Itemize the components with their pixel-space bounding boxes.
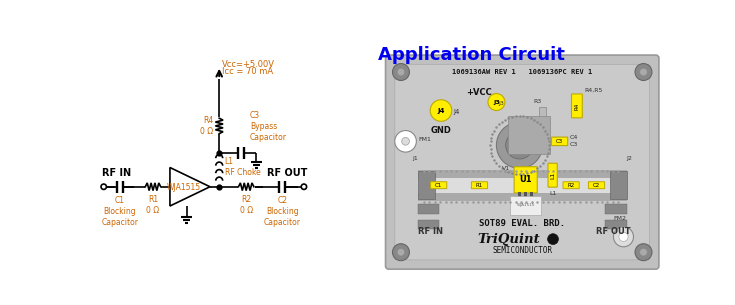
Text: C3: C3	[556, 139, 563, 144]
FancyBboxPatch shape	[395, 64, 650, 260]
Bar	[418, 170, 626, 201]
Bar	[518, 192, 521, 198]
Text: Application Circuit: Application Circuit	[378, 46, 564, 64]
Text: FM1: FM1	[419, 137, 431, 142]
Text: R2: R2	[567, 183, 575, 188]
Text: R4
0 Ω: R4 0 Ω	[200, 116, 213, 136]
Text: R2
0 Ω: R2 0 Ω	[240, 195, 253, 215]
Circle shape	[397, 68, 405, 76]
Text: WJA1515: WJA1515	[517, 203, 535, 207]
Text: J2: J2	[626, 156, 632, 161]
Text: J4: J4	[437, 108, 445, 113]
Text: L1: L1	[549, 191, 556, 196]
Text: C1
Blocking
Capacitor: C1 Blocking Capacitor	[101, 196, 138, 227]
FancyBboxPatch shape	[589, 182, 605, 189]
Bar	[609, 171, 626, 199]
Circle shape	[635, 63, 652, 81]
Circle shape	[397, 248, 405, 256]
Bar	[418, 220, 440, 229]
Bar	[510, 196, 541, 215]
FancyBboxPatch shape	[548, 163, 557, 187]
Text: J3: J3	[493, 99, 500, 105]
Text: J4: J4	[453, 109, 459, 115]
FancyBboxPatch shape	[551, 137, 567, 145]
Circle shape	[639, 68, 648, 76]
FancyBboxPatch shape	[563, 182, 579, 189]
Text: C1: C1	[435, 183, 442, 188]
Circle shape	[619, 232, 628, 242]
Circle shape	[430, 100, 452, 121]
Text: R4: R4	[575, 103, 580, 110]
Circle shape	[635, 244, 652, 261]
Text: J1: J1	[412, 156, 418, 161]
Bar	[530, 192, 534, 198]
Text: R1
0 Ω: R1 0 Ω	[146, 195, 159, 215]
Text: V1: V1	[502, 166, 511, 171]
Circle shape	[548, 234, 559, 245]
Text: C2: C2	[593, 183, 600, 188]
Bar	[605, 204, 626, 214]
FancyBboxPatch shape	[431, 182, 447, 189]
FancyBboxPatch shape	[514, 167, 537, 193]
Bar	[418, 171, 435, 199]
Text: SEMICONDUCTOR: SEMICONDUCTOR	[492, 246, 552, 255]
Circle shape	[392, 63, 409, 81]
Text: FM2: FM2	[613, 217, 626, 221]
Text: R4,R5: R4,R5	[584, 88, 603, 93]
Text: RF IN: RF IN	[102, 167, 132, 178]
FancyBboxPatch shape	[572, 94, 582, 118]
Bar	[605, 220, 626, 229]
Bar	[524, 192, 527, 198]
Text: SOT89 EVAL. BRD.: SOT89 EVAL. BRD.	[479, 219, 565, 228]
Circle shape	[392, 244, 409, 261]
Text: Vcc=+5.00V: Vcc=+5.00V	[221, 60, 275, 69]
Circle shape	[488, 94, 505, 110]
Bar	[418, 204, 440, 214]
Circle shape	[639, 248, 648, 256]
Text: 1069136AW REV 1   1069136PC REV 1: 1069136AW REV 1 1069136PC REV 1	[452, 69, 592, 75]
Text: TriQuint: TriQuint	[477, 233, 539, 246]
Text: Icc = 70 mA: Icc = 70 mA	[221, 67, 273, 76]
Bar	[418, 178, 626, 193]
Text: L1: L1	[550, 171, 555, 179]
Text: C3: C3	[570, 142, 578, 147]
Circle shape	[614, 227, 634, 247]
Text: WJA1515: WJA1515	[167, 183, 201, 192]
Text: C4: C4	[570, 135, 578, 140]
Text: +VCC: +VCC	[467, 88, 492, 97]
Text: R3: R3	[533, 99, 542, 104]
Text: C3
Bypass
Capacitor: C3 Bypass Capacitor	[250, 111, 287, 142]
Text: L1
RF Choke: L1 RF Choke	[225, 157, 260, 177]
Text: RF OUT: RF OUT	[267, 167, 307, 178]
Circle shape	[402, 138, 409, 145]
Bar	[508, 116, 551, 154]
FancyBboxPatch shape	[471, 182, 487, 189]
Text: RF OUT: RF OUT	[596, 227, 631, 236]
Text: J3: J3	[499, 101, 505, 106]
Bar	[539, 107, 547, 120]
Circle shape	[395, 131, 416, 152]
Text: C2
Blocking
Capacitor: C2 Blocking Capacitor	[264, 196, 301, 227]
Circle shape	[496, 122, 542, 168]
Text: U1: U1	[520, 175, 532, 184]
Text: R1: R1	[476, 183, 483, 188]
Text: GND: GND	[431, 126, 451, 135]
Circle shape	[506, 131, 534, 159]
Text: RF IN: RF IN	[418, 227, 443, 236]
FancyBboxPatch shape	[386, 55, 659, 269]
